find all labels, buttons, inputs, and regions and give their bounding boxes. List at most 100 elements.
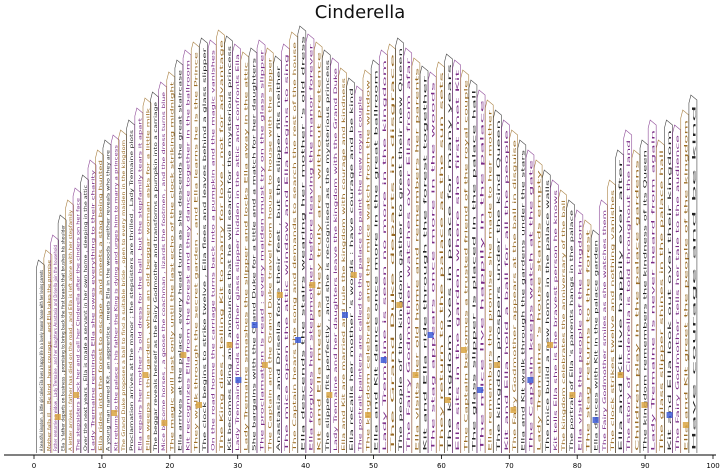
annotation-text-59: The Fairy Godmother appears at the ball … <box>512 140 518 454</box>
annotation-text-77: The glass slipper shines in the palace h… <box>659 150 665 454</box>
annotation-text-79: The Fairy Godmother tells her tale to th… <box>675 135 681 454</box>
annotation-text-52: Ella sits in the garden where she first … <box>455 69 461 451</box>
annotation-text-45: The people of the kingdom gather to gree… <box>398 48 404 454</box>
annotation-text-34: Ella forgives her stepmother before leav… <box>308 44 314 451</box>
annotation-text-33: Ella descends the stairs wearing her mot… <box>300 34 306 451</box>
marker-32 <box>641 402 648 408</box>
marker-5 <box>180 352 187 358</box>
marker-6 <box>195 402 202 408</box>
annotation-text-36: The slipper fits perfectly , and she is … <box>325 59 331 454</box>
marker-17 <box>365 412 372 418</box>
marker-27 <box>527 377 534 383</box>
annotation-flag-21 <box>199 37 208 453</box>
annotation-text-65: The kingdom celebrates the anniversary o… <box>561 200 567 453</box>
marker-4 <box>161 420 168 426</box>
annotation-text-74: Children play in the palace gardens <box>634 158 640 451</box>
annotation-text-23: The King dies , telling Kit to marry for… <box>219 40 225 454</box>
annotation-text-5: The stepsisters mock her and call her Ci… <box>76 198 82 453</box>
annotation-text-2: Father remarries a widow , Lady Tremaine… <box>53 245 59 451</box>
marker-33 <box>666 412 673 418</box>
marker-29 <box>569 392 576 398</box>
annotation-text-75: The kingdom remembers the kindness of it… <box>643 150 649 454</box>
marker-15 <box>341 312 348 318</box>
annotation-text-44: The Grand Duke departs in disgrace <box>390 53 396 456</box>
annotation-text-55: The mice live happily in the palace <box>480 99 486 455</box>
marker-21 <box>427 332 434 338</box>
annotation-flag-10 <box>110 134 120 453</box>
annotation-text-42: Ella and Kit dance once more in the grea… <box>374 68 380 451</box>
annotation-text-78: Kit and Ella look out over their kingdom <box>667 128 673 451</box>
marker-20 <box>412 372 419 378</box>
annotation-text-24: Kit becomes King and announces that he w… <box>227 45 233 451</box>
x-tick-label-80: 80 <box>573 462 582 470</box>
annotation-flag-1 <box>43 249 53 453</box>
x-tick-label-100: 100 <box>706 462 719 470</box>
annotation-text-16: Mice become horses , a goose the coachma… <box>161 92 167 451</box>
annotation-text-25: Lady Tremaine finds the other glass slip… <box>235 54 241 451</box>
marker-34 <box>682 422 689 428</box>
x-tick-label-20: 20 <box>165 462 174 470</box>
annotation-text-60: Ella and Kit walk through the gardens un… <box>520 149 526 451</box>
marker-12 <box>295 337 302 343</box>
annotation-text-41: The kingdom celebrates and the mice watc… <box>365 79 371 453</box>
annotation-text-37: Lady Tremaine and her daughters leave th… <box>333 68 339 451</box>
annotation-text-12: Proclamation arrives at the manor ; the … <box>129 129 135 451</box>
annotation-text-21: The clock begins to strike twelve , Ella… <box>202 48 208 453</box>
annotation-text-62: Lady Tremaine 's house stands empty <box>537 169 543 451</box>
annotation-text-46: The Fairy Godmother watches over Ella fr… <box>406 58 412 455</box>
x-tick-label-50: 50 <box>369 462 378 470</box>
annotation-text-76: Lady Tremaine is never heard from again <box>651 130 657 451</box>
annotation-text-56: Ella remembers the promise she made to h… <box>488 110 494 451</box>
annotation-text-1: Mother falls ill ... Be kind , have cour… <box>46 260 52 451</box>
annotation-text-4: A letter arrives : father has died on th… <box>68 210 74 451</box>
x-tick-label-30: 30 <box>233 462 242 470</box>
annotation-flag-5 <box>72 187 82 453</box>
annotation-text-3: Ella 's father departs on business , pro… <box>61 225 67 451</box>
annotation-text-40: The portrait painters are called to the … <box>357 96 363 453</box>
annotation-text-9: A young man named Kit , an apprentice , … <box>105 150 111 451</box>
annotation-text-80: Ella and Kit greet the people of the kin… <box>683 118 689 451</box>
x-tick-label-40: 40 <box>301 462 310 470</box>
marker-11 <box>276 292 283 298</box>
annotation-text-22: On the road home the carriage turns back… <box>211 49 217 451</box>
marker-13 <box>309 282 316 288</box>
x-tick-label-90: 90 <box>641 462 650 470</box>
x-tick-label-60: 60 <box>437 462 446 470</box>
annotation-text-31: The mice open the attic window and Ella … <box>284 54 290 454</box>
marker-2 <box>111 410 118 416</box>
annotation-text-58: Kit and Ella hold a ball for all the peo… <box>504 129 510 451</box>
annotation-text-8: Ella rides into the forest to escape , a… <box>98 160 104 451</box>
annotation-text-49: The stag appears once more in the woods <box>431 80 437 455</box>
marker-16 <box>350 272 357 278</box>
annotation-text-13: Ella repairs her mother 's old dress for… <box>137 118 143 451</box>
marker-19 <box>396 302 403 308</box>
annotation-text-47: Ella visits her old home and remembers h… <box>414 66 420 451</box>
annotation-text-71: The clock strikes twelve and nothing van… <box>610 189 616 454</box>
annotation-text-69: Ella dances with Kit in the palace garde… <box>594 240 600 451</box>
annotation-text-35: Kit and Ella meet as they truly are , wi… <box>317 51 323 451</box>
annotation-flag-7 <box>87 159 97 453</box>
marker-18 <box>380 357 387 363</box>
annotation-text-70: The Fairy Godmother smiles as she watche… <box>602 209 608 453</box>
annotation-text-6: Over the next years , Ella is made a ser… <box>83 184 89 451</box>
annotation-flag-4 <box>65 199 74 453</box>
annotation-text-54: The glass slipper is placed in the palac… <box>471 90 477 455</box>
x-tick-label-70: 70 <box>505 462 514 470</box>
marker-28 <box>547 342 554 348</box>
x-tick-label-10: 10 <box>97 462 106 470</box>
annotation-text-51: The kingdom lives in peace for many year… <box>447 62 453 455</box>
chart-title: Cinderella <box>314 2 406 23</box>
annotation-text-43: Lady Tremaine is seen no more in the kin… <box>382 58 388 451</box>
annotation-text-63: The mice build a new home in the palace … <box>545 178 551 453</box>
annotation-text-68: The stag returns to the forest <box>585 229 591 454</box>
annotation-text-0: A beautiful kingdom , a little girl call… <box>39 270 45 451</box>
annotation-flag-8 <box>95 149 104 453</box>
marker-31 <box>617 372 624 378</box>
marker-25 <box>494 362 501 368</box>
annotation-flag-14 <box>142 97 152 453</box>
marker-24 <box>477 387 484 393</box>
annotation-text-20: They walk through the secret garden , an… <box>194 52 200 454</box>
annotation-flag-2 <box>50 234 59 453</box>
annotation-text-29: The Captain and the Grand Duke travel fr… <box>268 58 274 453</box>
